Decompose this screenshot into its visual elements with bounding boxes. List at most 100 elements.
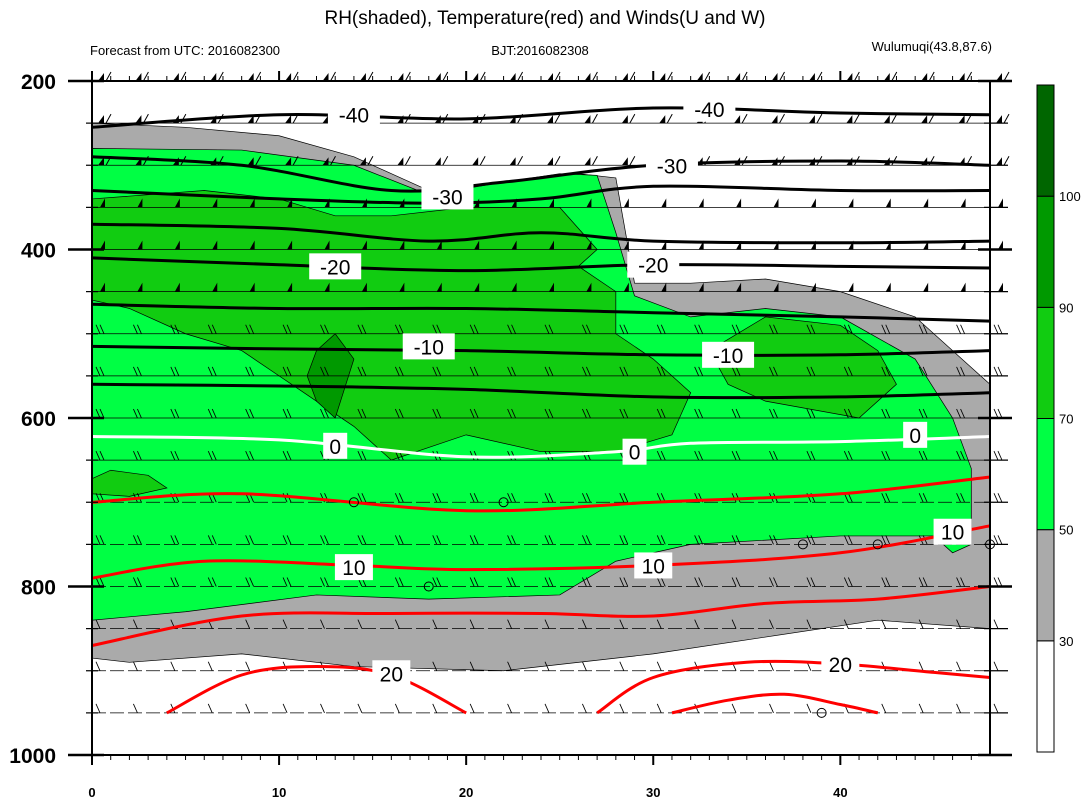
wind-barb [99, 535, 105, 545]
wind-barb [436, 535, 442, 545]
wind-barb [99, 366, 105, 377]
wind-barb [810, 450, 816, 461]
wind-barb [211, 577, 217, 587]
wind-barb [479, 71, 486, 82]
wind-flag [324, 240, 330, 250]
wind-barb [436, 366, 442, 377]
wind-flag [848, 198, 854, 208]
colorbar-tick-label: 50 [1059, 523, 1073, 538]
wind-barb [548, 408, 554, 419]
wind-barb [473, 535, 479, 545]
wind-flag [960, 198, 966, 208]
wind-barb [170, 577, 176, 587]
wind-barb [731, 450, 737, 461]
wind-barb [105, 113, 112, 124]
wind-barb [997, 577, 1003, 587]
wind-barb [656, 450, 662, 461]
wind-flag [734, 115, 741, 124]
wind-flag [547, 73, 553, 81]
wind-barb [960, 408, 965, 419]
wind-flag [285, 73, 292, 81]
wind-barb [357, 408, 363, 419]
wind-barb [398, 577, 404, 587]
wind-flag [172, 73, 179, 81]
wind-barb [997, 450, 1003, 461]
wind-barb [548, 366, 554, 377]
wind-barb [361, 408, 367, 419]
wind-barb [773, 366, 778, 377]
wind-barb [735, 324, 741, 334]
wind-flag [810, 282, 816, 292]
wind-flag [397, 157, 404, 166]
wind-barb [507, 493, 512, 503]
wind-barb [473, 366, 479, 377]
wind-barb [1003, 113, 1010, 124]
wind-barb [660, 324, 666, 334]
wind-barb [217, 71, 224, 82]
temperature-label-6: -10 [402, 333, 455, 360]
wind-flag [287, 240, 293, 250]
wind-barb [133, 450, 138, 461]
wind-barb [95, 577, 101, 587]
wind-barb [211, 450, 217, 461]
wind-barb [249, 535, 255, 545]
wind-barb [511, 493, 516, 503]
wind-barb [806, 619, 812, 629]
wind-flag [322, 115, 329, 124]
wind-barb [956, 703, 961, 714]
wind-barb [473, 324, 479, 334]
wind-barb [586, 577, 591, 587]
wind-flag [135, 115, 142, 124]
wind-barb [769, 450, 774, 461]
wind-flag [586, 282, 592, 292]
label-text: -10 [713, 345, 743, 368]
wind-barb [960, 324, 965, 334]
wind-barb [660, 535, 666, 545]
wind-barb [769, 366, 774, 377]
wind-flag [771, 115, 778, 124]
wind-barb [170, 450, 176, 461]
wind-flag [434, 73, 441, 81]
wind-flag [960, 282, 966, 292]
wind-barb [473, 493, 479, 503]
wind-barb [582, 324, 587, 334]
x-tick-label: 40 [833, 785, 847, 800]
wind-flag [509, 157, 516, 166]
wind-barb [847, 493, 853, 503]
wind-flag [848, 282, 854, 292]
wind-barb [394, 535, 400, 545]
wind-barb [282, 408, 288, 419]
wind-barb [249, 366, 255, 377]
wind-barb [735, 408, 741, 419]
wind-flag [734, 73, 741, 81]
wind-barb [586, 493, 591, 503]
wind-barb [469, 703, 475, 714]
wind-barb [806, 577, 812, 587]
label-box [933, 518, 972, 545]
wind-barb [806, 324, 812, 334]
wind-barb [432, 324, 438, 334]
wind-flag [287, 282, 293, 292]
y-tick-label: 200 [21, 71, 56, 94]
wind-barb [843, 366, 849, 377]
wind-barb [170, 535, 176, 545]
wind-barb [769, 661, 774, 671]
wind-barb [357, 619, 363, 629]
wind-barb [137, 324, 142, 334]
wind-barb [735, 450, 741, 461]
wind-flag [584, 73, 591, 81]
wind-barb [404, 156, 411, 166]
wind-flag [586, 198, 592, 208]
wind-flag [436, 240, 442, 250]
wind-flag [247, 157, 254, 166]
wind-barb [511, 324, 516, 334]
wind-barb [249, 450, 255, 461]
wind-barb [394, 408, 400, 419]
wind-flag [135, 73, 142, 81]
wind-flag [696, 73, 703, 81]
wind-flag [996, 115, 1002, 124]
wind-barb [623, 493, 629, 503]
wind-barb [816, 113, 823, 124]
wind-flag [547, 157, 553, 166]
wind-flag [808, 115, 815, 124]
